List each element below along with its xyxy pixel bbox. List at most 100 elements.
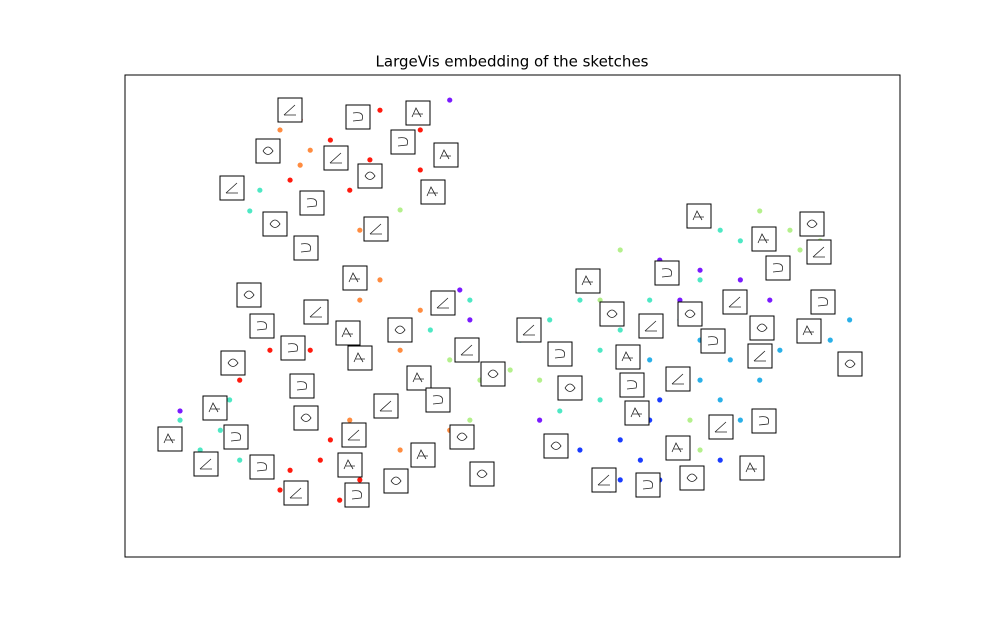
point <box>327 137 333 143</box>
sketch-thumbnail <box>765 255 791 281</box>
sketch-stroke <box>369 223 382 235</box>
sketch-stroke <box>581 275 593 286</box>
point <box>297 162 303 168</box>
sketch-stroke <box>269 219 281 228</box>
point <box>177 417 183 423</box>
sketch-stroke <box>661 268 672 278</box>
point <box>287 177 293 183</box>
sketch-thumbnail <box>425 387 451 413</box>
sketch-stroke <box>341 327 353 338</box>
sketch-thumbnail <box>619 372 645 398</box>
sketch-thumbnail <box>249 454 275 480</box>
sketch-thumbnail <box>739 455 765 481</box>
point <box>637 457 643 463</box>
sketch-stroke <box>394 325 406 334</box>
sketch-thumbnail <box>599 301 625 327</box>
point <box>737 417 743 423</box>
sketch-thumbnail <box>575 268 601 294</box>
sketch-stroke <box>348 272 360 283</box>
point <box>177 408 183 414</box>
point <box>307 147 313 153</box>
sketch-stroke <box>227 358 239 367</box>
point <box>657 397 663 403</box>
sketch-thumbnail <box>420 179 446 205</box>
point <box>647 357 653 363</box>
sketch-stroke <box>309 306 322 318</box>
sketch-stroke <box>522 324 535 336</box>
sketch-stroke <box>753 350 766 362</box>
point <box>697 377 703 383</box>
sketch-thumbnail <box>433 142 459 168</box>
sketch-thumbnail <box>410 442 436 468</box>
point <box>557 408 563 414</box>
point <box>777 347 783 353</box>
sketch-stroke <box>812 246 825 258</box>
point <box>317 457 323 463</box>
sketch-stroke <box>487 369 499 378</box>
sketch-thumbnail <box>686 203 712 229</box>
point <box>377 277 383 283</box>
point <box>237 457 243 463</box>
point <box>717 457 723 463</box>
point <box>597 297 603 303</box>
sketch-stroke <box>352 112 363 122</box>
sketch-thumbnail <box>700 328 726 354</box>
sketch-stroke <box>758 416 769 426</box>
sketch-stroke <box>644 320 657 332</box>
sketch-thumbnail <box>347 345 373 371</box>
point <box>717 397 723 403</box>
sketch-thumbnail <box>249 313 275 339</box>
sketch-stroke <box>225 182 238 194</box>
sketch-thumbnail <box>202 395 228 421</box>
sketch-stroke <box>621 351 633 362</box>
point <box>797 247 803 253</box>
point <box>697 267 703 273</box>
sketch-thumbnail <box>223 424 249 450</box>
sketch-thumbnail <box>293 235 319 261</box>
sketch-stroke <box>426 186 438 197</box>
sketch-stroke <box>347 429 360 441</box>
thumbnails <box>157 97 863 508</box>
sketch-stroke <box>329 152 342 164</box>
point <box>847 317 853 323</box>
sketch-thumbnail <box>405 100 431 126</box>
sketch-thumbnail <box>677 301 703 327</box>
point <box>447 357 453 363</box>
sketch-thumbnail <box>357 163 383 189</box>
sketch-stroke <box>379 400 392 412</box>
point <box>687 417 693 423</box>
sketch-thumbnail <box>796 318 822 344</box>
sketch-stroke <box>671 373 684 385</box>
point <box>347 187 353 193</box>
point <box>197 447 203 453</box>
point <box>237 377 243 383</box>
point <box>767 297 773 303</box>
sketch-stroke <box>243 290 255 299</box>
point <box>757 377 763 383</box>
point <box>367 157 373 163</box>
sketch-thumbnail <box>299 190 325 216</box>
point <box>617 327 623 333</box>
point <box>537 377 543 383</box>
sketch-thumbnail <box>280 335 306 361</box>
sketch-stroke <box>208 402 220 413</box>
sketch-stroke <box>714 421 727 433</box>
point <box>677 297 683 303</box>
point <box>467 317 473 323</box>
sketch-stroke <box>199 458 212 470</box>
sketch-thumbnail <box>157 426 183 452</box>
point <box>787 227 793 233</box>
sketch-thumbnail <box>543 433 569 459</box>
sketch-stroke <box>287 343 298 353</box>
sketch-stroke <box>630 407 642 418</box>
sketch-stroke <box>460 344 473 356</box>
sketch-stroke <box>439 149 451 160</box>
point <box>737 238 743 244</box>
point <box>307 347 313 353</box>
sketch-thumbnail <box>283 480 309 506</box>
sketch-thumbnail <box>289 373 315 399</box>
sketch-stroke <box>432 395 443 405</box>
sketch-stroke <box>728 296 741 308</box>
sketch-thumbnail <box>469 461 495 487</box>
